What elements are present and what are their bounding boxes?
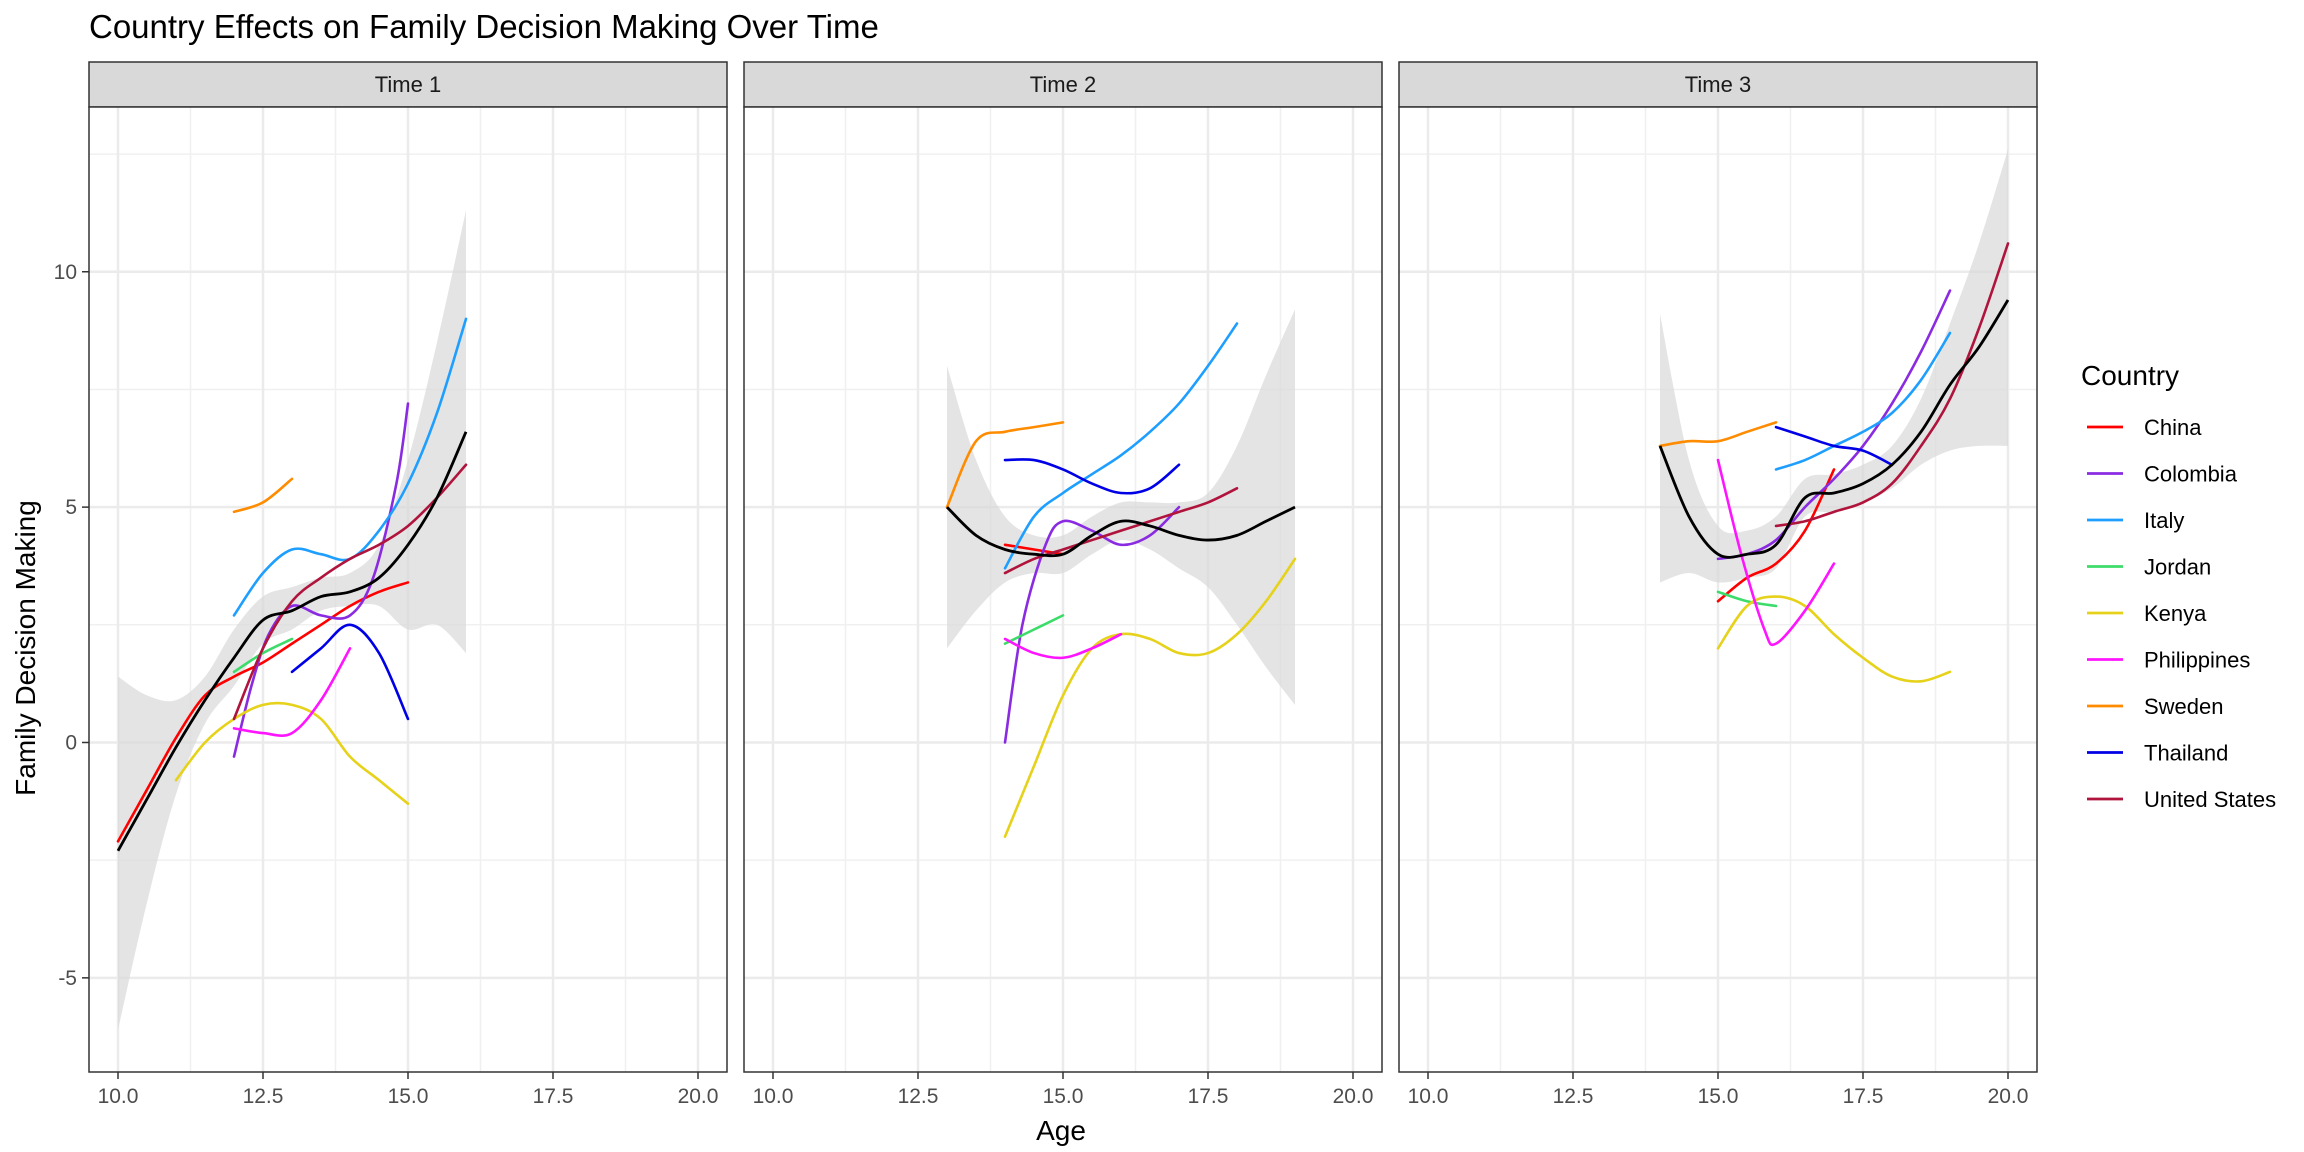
legend-item: Sweden — [2087, 694, 2224, 719]
x-tick-label: 17.5 — [1188, 1085, 1229, 1108]
series-line-jordan — [1003, 614, 1065, 645]
x-tick-label: 17.5 — [533, 1085, 574, 1108]
legend-title: Country — [2081, 360, 2179, 391]
legend: China Colombia Italy Jordan Kenya Philippines… — [2087, 415, 2276, 812]
legend-item: Colombia — [2087, 462, 2238, 487]
series-line-thailand — [1774, 425, 1894, 467]
x-tick-label: 12.5 — [243, 1085, 284, 1108]
legend-label: Thailand — [2144, 741, 2228, 766]
panel-1: Time 1 10.0 12.5 15.0 17.5 20.0 -5 0 5 10 — [54, 61, 728, 1108]
strip-background — [1398, 61, 2038, 108]
x-tick-label: 20.0 — [678, 1085, 719, 1108]
legend-label: Philippines — [2144, 648, 2250, 673]
legend-label: Jordan — [2144, 555, 2211, 580]
series-line-jordan — [1716, 590, 1778, 608]
y-tick-label: 10 — [54, 261, 77, 284]
x-tick-label: 15.0 — [388, 1085, 429, 1108]
x-tick-label: 12.5 — [1553, 1085, 1594, 1108]
strip-label: Time 1 — [375, 72, 441, 97]
series-line-colombia — [1003, 505, 1181, 744]
series-line-jordan — [232, 637, 294, 674]
series-line-sweden — [1658, 421, 1778, 448]
strip-label: Time 2 — [1030, 72, 1096, 97]
x-tick-label: 10.0 — [753, 1085, 794, 1108]
series-line-philippines — [1716, 458, 1836, 647]
strip-background — [88, 61, 728, 108]
series-line-sweden — [945, 421, 1065, 509]
x-tick-label: 15.0 — [1698, 1085, 1739, 1108]
series-line-china — [1716, 468, 1836, 603]
series-line-united-states — [1774, 242, 2010, 528]
strip-background — [743, 61, 1383, 108]
x-tick-label: 12.5 — [898, 1085, 939, 1108]
series-line-colombia — [232, 402, 410, 758]
legend-label: Kenya — [2144, 601, 2207, 626]
confidence-ribbon — [118, 210, 466, 1030]
legend-item: United States — [2087, 787, 2276, 812]
panel-3: Time 3 10.0 12.5 15.0 17.5 20.0 — [1398, 61, 2038, 1108]
overall-trend-line — [946, 505, 1296, 558]
series-line-kenya — [1003, 557, 1297, 838]
x-tick-label: 10.0 — [98, 1085, 139, 1108]
series-line-italy — [1774, 331, 1952, 471]
confidence-ribbon — [1660, 149, 2008, 583]
legend-item: China — [2087, 415, 2202, 440]
series-line-philippines — [1003, 632, 1123, 660]
y-axis-title: Family Decision Making — [10, 500, 41, 796]
overall-trend-line — [116, 431, 468, 852]
series-line-colombia — [1716, 289, 1952, 561]
series-line-italy — [1003, 322, 1239, 570]
y-tick-label: 0 — [65, 731, 77, 754]
x-tick-label: 17.5 — [1843, 1085, 1884, 1108]
legend-item: Jordan — [2087, 555, 2211, 580]
legend-item: Italy — [2087, 508, 2184, 533]
legend-label: United States — [2144, 787, 2276, 812]
legend-label: Italy — [2144, 508, 2184, 533]
x-axis-title: Age — [1036, 1115, 1086, 1146]
series-line-philippines — [232, 647, 352, 737]
y-tick-label: -5 — [58, 967, 77, 990]
strip-label: Time 3 — [1685, 72, 1751, 97]
series-line-thailand — [1003, 458, 1181, 495]
series-line-china — [116, 581, 410, 843]
x-tick-label: 15.0 — [1043, 1085, 1084, 1108]
legend-item: Kenya — [2087, 601, 2207, 626]
legend-item: Philippines — [2087, 648, 2250, 673]
legend-item: Thailand — [2087, 741, 2228, 766]
legend-label: Sweden — [2144, 694, 2224, 719]
series-line-united-states — [232, 463, 468, 721]
panel-2: Time 2 10.0 12.5 15.0 17.5 20.0 — [743, 61, 1383, 1108]
series-line-china — [1003, 543, 1065, 556]
legend-label: Colombia — [2144, 462, 2238, 487]
x-tick-label: 20.0 — [1988, 1085, 2029, 1108]
x-tick-label: 20.0 — [1333, 1085, 1374, 1108]
confidence-ribbon — [947, 309, 1295, 705]
legend-label: China — [2144, 415, 2202, 440]
x-tick-label: 10.0 — [1408, 1085, 1449, 1108]
series-line-sweden — [232, 477, 294, 514]
overall-trend-line — [1658, 299, 2010, 559]
series-line-thailand — [290, 623, 410, 721]
series-line-kenya — [174, 701, 410, 805]
chart-title: Country Effects on Family Decision Makin… — [89, 8, 879, 45]
y-tick-label: 5 — [65, 496, 77, 519]
